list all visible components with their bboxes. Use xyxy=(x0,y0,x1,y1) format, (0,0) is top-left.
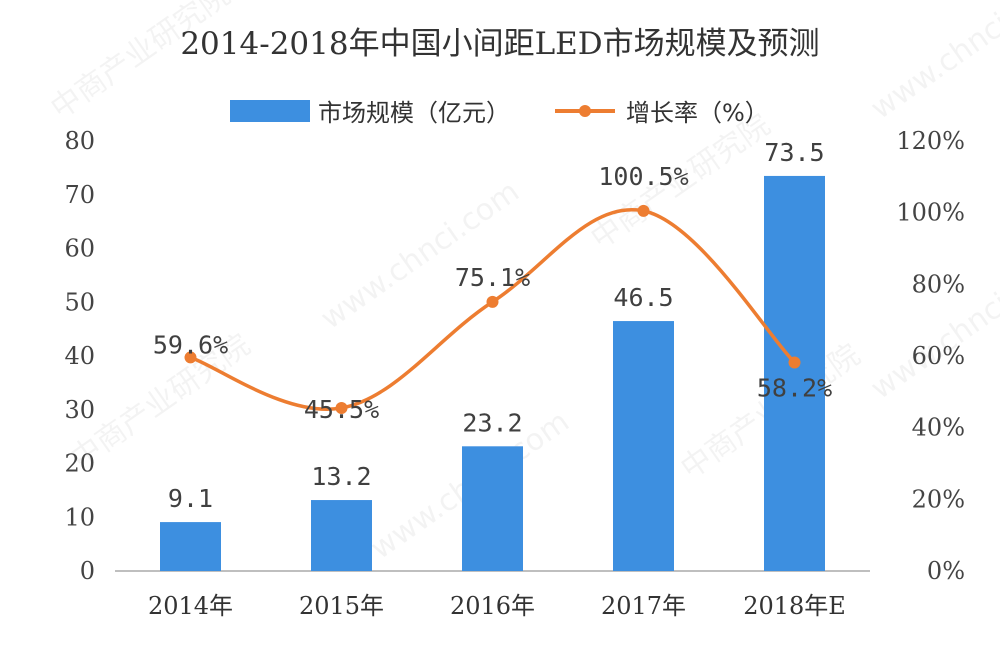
right-axis: 0% 20% 40% 60% 80% 100% 120% xyxy=(896,127,965,585)
line-value-label: 59.6% xyxy=(153,330,228,359)
left-tick-label: 50 xyxy=(64,288,95,316)
bar xyxy=(160,522,221,571)
bar-series xyxy=(160,175,825,571)
bar xyxy=(462,446,523,571)
left-tick-label: 0 xyxy=(80,557,95,585)
category-label: 2015年 xyxy=(299,592,384,620)
right-tick-label: 40% xyxy=(912,414,965,442)
line-value-label: 75.1% xyxy=(455,263,530,292)
line-series xyxy=(184,204,801,414)
line-value-label: 100.5% xyxy=(598,162,688,191)
bar-labels: 9.1 13.2 23.2 46.5 73.5 xyxy=(168,138,825,513)
right-tick-label: 100% xyxy=(896,199,965,227)
line-point xyxy=(788,356,801,369)
left-tick-label: 70 xyxy=(64,181,95,209)
legend-bar-swatch xyxy=(230,100,310,122)
left-axis: 0 10 20 30 40 50 60 70 80 xyxy=(64,127,95,585)
growth-rate-line xyxy=(189,207,796,411)
watermark-text: 中商产业研究院 xyxy=(45,0,237,127)
bar xyxy=(311,500,372,571)
category-label: 2017年 xyxy=(601,592,686,620)
category-label: 2014年 xyxy=(148,592,233,620)
left-tick-label: 40 xyxy=(64,342,95,370)
bar-value-label: 73.5 xyxy=(764,138,824,167)
legend-bar-label: 市场规模（亿元） xyxy=(318,99,510,127)
bar-value-label: 23.2 xyxy=(462,408,522,437)
watermark-text: www.chnci.com xyxy=(315,174,526,337)
bar xyxy=(613,321,674,571)
line-point xyxy=(486,295,499,308)
line-point xyxy=(184,351,197,364)
category-label: 2018年E xyxy=(743,592,846,620)
left-tick-label: 30 xyxy=(64,396,95,424)
line-point xyxy=(335,401,348,414)
legend: 市场规模（亿元） 增长率（%） xyxy=(230,99,769,127)
line-point xyxy=(637,204,650,217)
left-tick-label: 20 xyxy=(64,450,95,478)
line-value-label: 58.2% xyxy=(757,373,832,402)
bar-value-label: 13.2 xyxy=(311,462,371,491)
right-tick-label: 60% xyxy=(912,342,965,370)
x-axis-labels: 2014年 2015年 2016年 2017年 2018年E xyxy=(148,592,846,620)
watermark-text: www.chnci.com xyxy=(865,0,1000,127)
left-tick-label: 10 xyxy=(64,503,95,531)
legend-line-marker xyxy=(579,105,591,117)
chart-title: 2014-2018年中国小间距LED市场规模及预测 xyxy=(180,26,819,62)
line-value-label: 45.5% xyxy=(304,395,379,424)
right-tick-label: 80% xyxy=(912,270,965,298)
watermark-text: www.chnci.com xyxy=(865,244,1000,407)
right-tick-label: 120% xyxy=(896,127,965,155)
bar-value-label: 9.1 xyxy=(168,484,213,513)
bar-value-label: 46.5 xyxy=(613,283,673,312)
right-tick-label: 0% xyxy=(927,557,965,585)
line-labels: 59.6% 45.5% 75.1% 100.5% 58.2% xyxy=(153,162,832,424)
left-tick-label: 60 xyxy=(64,235,95,263)
legend-line-label: 增长率（%） xyxy=(626,99,769,127)
bar xyxy=(764,175,825,571)
right-tick-label: 20% xyxy=(912,485,965,513)
left-tick-label: 80 xyxy=(64,127,95,155)
category-label: 2016年 xyxy=(450,592,535,620)
